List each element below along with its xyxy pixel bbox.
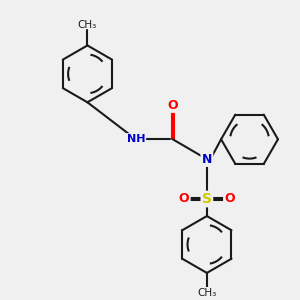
Text: O: O bbox=[224, 193, 235, 206]
Text: CH₃: CH₃ bbox=[197, 288, 217, 298]
Text: N: N bbox=[202, 153, 212, 166]
Text: NH: NH bbox=[127, 134, 145, 144]
Text: O: O bbox=[167, 99, 178, 112]
Text: O: O bbox=[179, 193, 189, 206]
Text: S: S bbox=[202, 192, 212, 206]
Text: CH₃: CH₃ bbox=[78, 20, 97, 30]
